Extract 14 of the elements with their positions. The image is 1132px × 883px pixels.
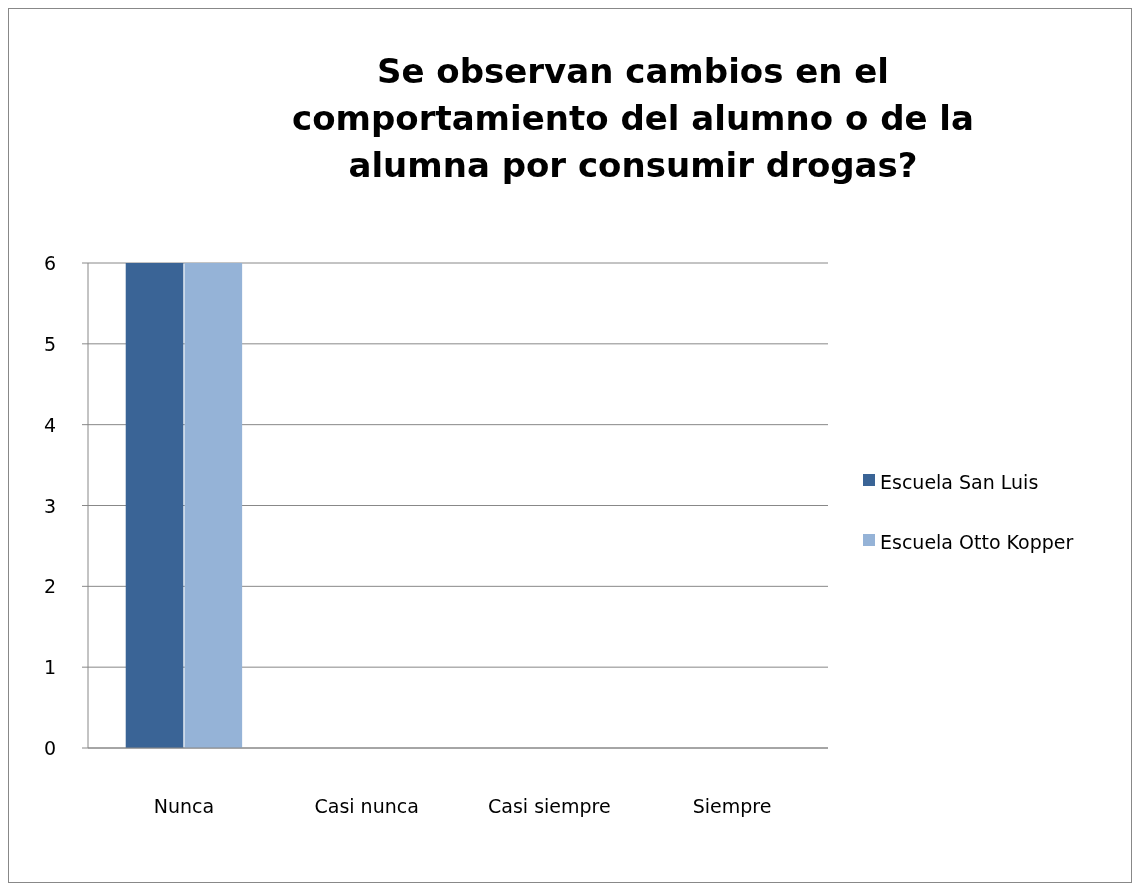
y-tick-label: 0 (43, 737, 57, 759)
y-tick-label: 4 (43, 413, 57, 436)
legend-label: Escuela San Luis (880, 471, 1039, 493)
legend-label: Escuela Otto Kopper (880, 531, 1074, 553)
y-tick-label: 3 (43, 494, 57, 517)
x-tick-label: Nunca (153, 795, 215, 817)
x-tick-label: Siempre (692, 795, 772, 817)
y-tick-label: 5 (43, 332, 57, 355)
chart-title: Se observan cambios en el comportamiento del alumno o de la alumna por consumir drogas? (292, 51, 974, 185)
y-tick-label: 1 (43, 656, 57, 679)
y-tick-label: 6 (43, 252, 57, 274)
y-tick-label: 2 (43, 575, 57, 598)
x-tick-label: Casi nunca (314, 795, 419, 817)
x-tick-label: Casi siempre (488, 795, 611, 817)
